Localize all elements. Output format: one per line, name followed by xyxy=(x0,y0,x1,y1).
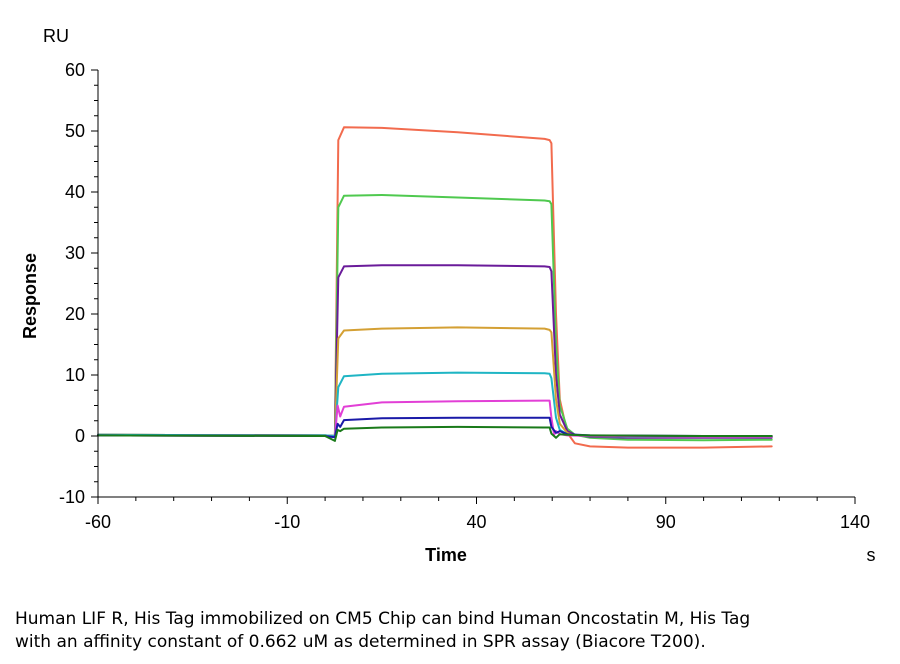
series-line-2 xyxy=(97,194,773,442)
series-line-6 xyxy=(97,399,773,439)
x-axis-unit: s xyxy=(867,545,876,565)
x-tick-label: -10 xyxy=(274,512,300,532)
x-axis-title: Time xyxy=(425,545,467,565)
x-tick-label: 140 xyxy=(840,512,870,532)
y-tick-label: 60 xyxy=(65,60,85,80)
y-axis-title: Response xyxy=(20,253,40,339)
series-layer xyxy=(97,126,773,449)
y-axis-unit: RU xyxy=(43,26,69,46)
series-line-3 xyxy=(97,264,773,439)
x-tick-label: 40 xyxy=(466,512,486,532)
series-line-1 xyxy=(97,126,773,449)
x-tick-label: -60 xyxy=(85,512,111,532)
y-tick-label: 10 xyxy=(65,365,85,385)
figure-caption: Human LIF R, His Tag immobilized on CM5 … xyxy=(15,608,885,654)
y-tick-label: 20 xyxy=(65,304,85,324)
y-tick-label: 0 xyxy=(75,426,85,446)
y-tick-label: 40 xyxy=(65,182,85,202)
series-line-4 xyxy=(97,326,773,438)
y-tick-label: 50 xyxy=(65,121,85,141)
series-line-8 xyxy=(97,425,773,442)
y-tick-label: -10 xyxy=(59,487,85,507)
caption-line-2: with an affinity constant of 0.662 uM as… xyxy=(15,632,706,652)
x-tick-label: 90 xyxy=(656,512,676,532)
caption-line-1: Human LIF R, His Tag immobilized on CM5 … xyxy=(15,609,751,629)
y-tick-label: 30 xyxy=(65,243,85,263)
